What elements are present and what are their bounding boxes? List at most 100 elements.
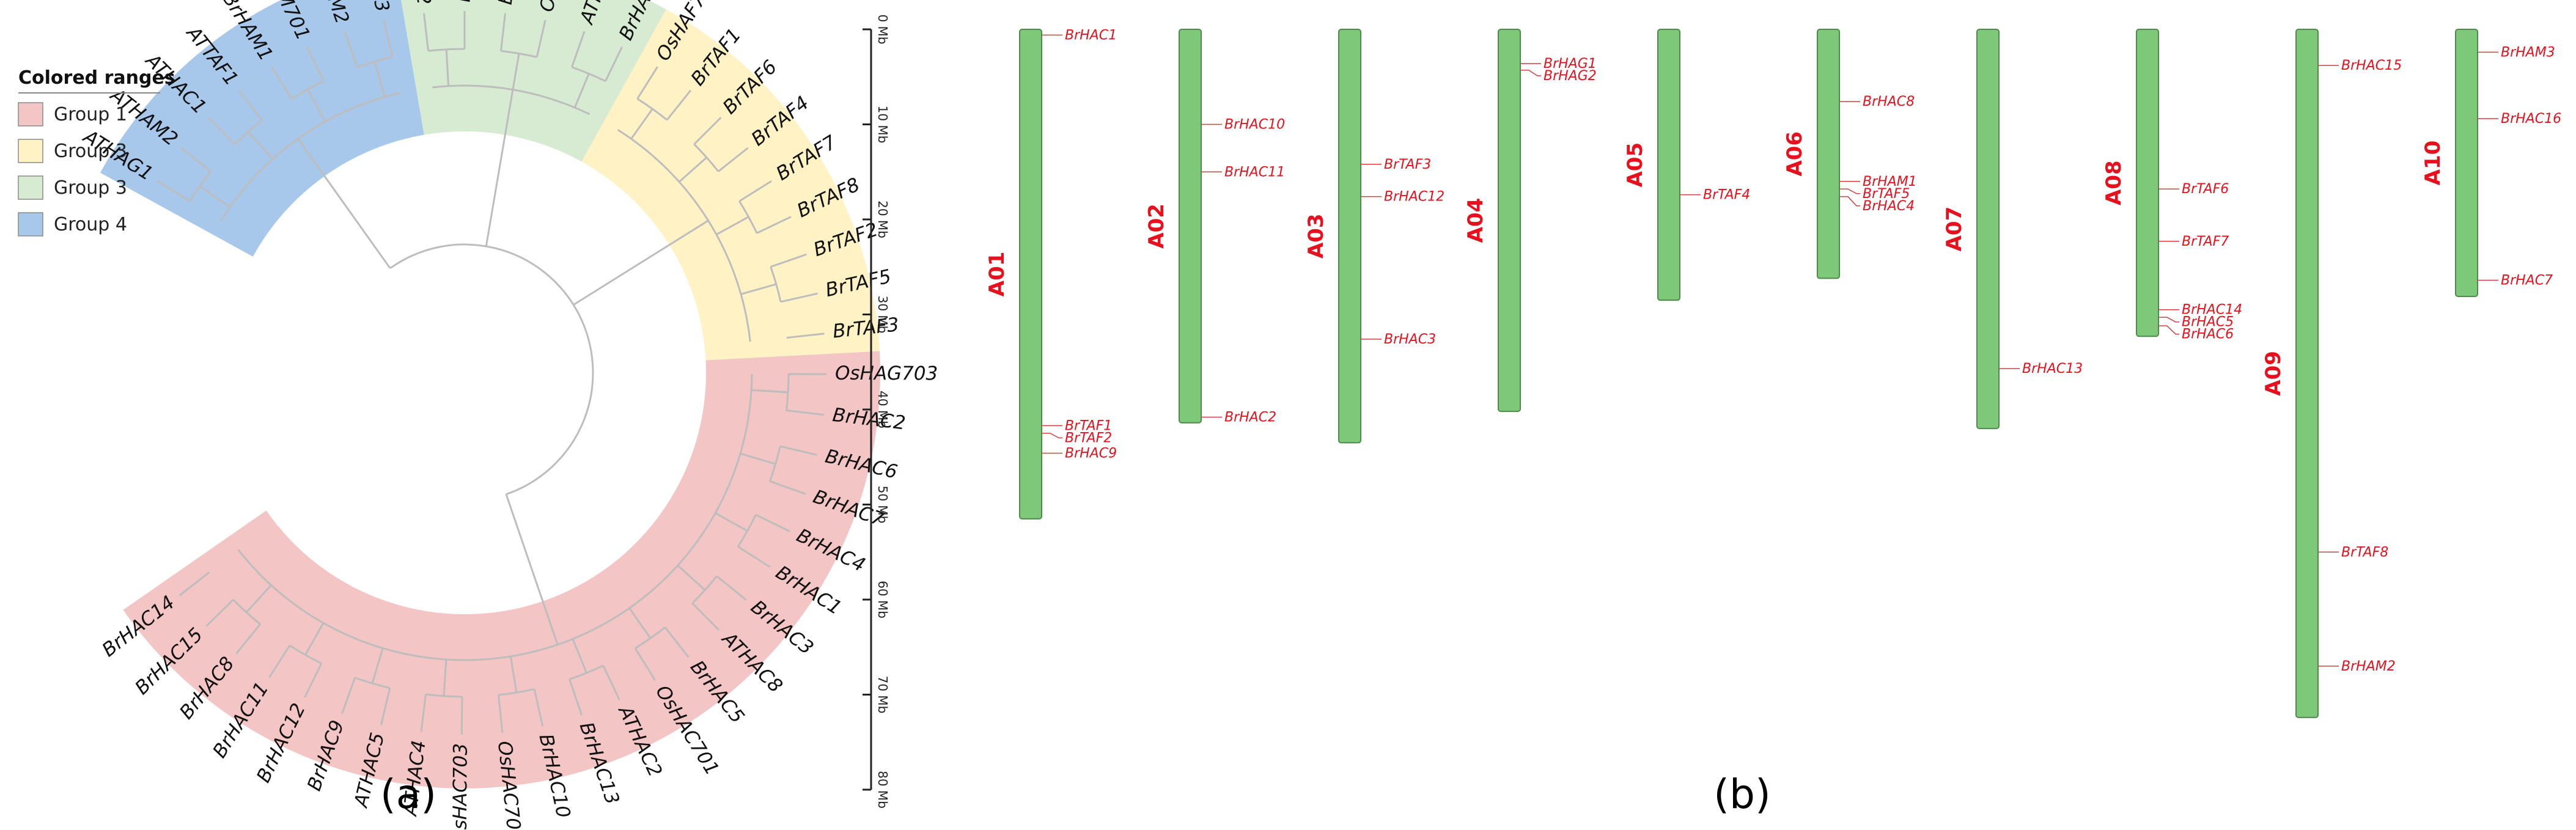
- gene-label: BrHAC15: [2341, 58, 2402, 73]
- branch-radial: [630, 108, 653, 139]
- branch-radial: [199, 185, 230, 208]
- legend-swatch: [18, 139, 43, 163]
- group-sector: [100, 0, 424, 257]
- chromosome-label: A01: [985, 252, 1009, 297]
- branch-radial: [499, 13, 506, 51]
- gene-label: BrHAC10: [1224, 117, 1285, 133]
- branch-radial: [779, 445, 817, 456]
- panel-b-caption: (b): [1713, 771, 1770, 818]
- gene-label: BrHAC4: [1863, 199, 1915, 214]
- branch-radial: [512, 53, 520, 90]
- branch-radial: [602, 665, 620, 700]
- branch-radial: [677, 565, 706, 591]
- branch-radial: [716, 216, 749, 236]
- legend-label: Group 4: [54, 214, 127, 235]
- chromosome-bar: [1338, 29, 1361, 444]
- chromosome-a09: A09 BrHAC15 BrTAF8 BrHAM2: [2261, 29, 2402, 718]
- branch-radial: [628, 608, 652, 639]
- branch-radial: [207, 117, 236, 145]
- legend-label: Group 1: [54, 104, 127, 125]
- branch-radial: [664, 626, 690, 658]
- ruler-tick-label: 10 Mb: [875, 106, 890, 144]
- branch-radial: [572, 638, 587, 674]
- gene-label: BrHAC1: [1065, 28, 1117, 43]
- branch-radial: [157, 180, 191, 202]
- branch-radial: [679, 156, 707, 183]
- gene-label: BrTAF4: [1703, 188, 1750, 203]
- chromosome-bar: [1019, 29, 1042, 520]
- branch-radial: [740, 452, 776, 465]
- branch-radial: [636, 66, 658, 100]
- branch-radial: [485, 89, 514, 247]
- gene-label: BrTAF3: [1384, 157, 1431, 172]
- gene-label: BrTAF2: [1065, 430, 1112, 446]
- gene-label: BrHAC9: [1065, 446, 1117, 461]
- panel-a-caption: (a): [380, 771, 436, 818]
- gene-label: BrHAC5: [2182, 315, 2234, 330]
- gene-label: BrTAF5: [1863, 186, 1910, 202]
- branch-radial: [245, 584, 272, 613]
- chromosome-a03: A03 BrTAF3 BrHAC12 BrHAC3: [1304, 29, 1444, 444]
- gene-label: BrHAC16: [2501, 111, 2561, 127]
- leaf-label: BrHAG1: [495, 0, 524, 6]
- gene-label: BrHAC14: [2182, 303, 2242, 318]
- branch-radial: [423, 13, 430, 51]
- gene-label: BrHAM1: [1863, 174, 1917, 189]
- ruler-tick-label: 20 Mb: [875, 200, 890, 238]
- branch-arc: [357, 56, 393, 68]
- branch-radial: [304, 663, 323, 698]
- branch-radial: [571, 31, 586, 68]
- branch-radial: [371, 648, 384, 684]
- branch-radial: [374, 61, 386, 97]
- legend-swatch: [18, 175, 43, 200]
- branch-radial: [178, 571, 210, 597]
- legend-items: Group 1 Group 3 Group 3 Group 4: [18, 102, 127, 237]
- gene-label: BrHAC3: [1384, 332, 1436, 347]
- leaf-label: BrHAG2: [453, 0, 475, 2]
- branch-arc: [289, 644, 322, 664]
- branch-arc: [234, 119, 263, 145]
- branch-radial: [573, 219, 709, 306]
- branch-radial: [693, 117, 722, 145]
- chromosome-label: A02: [1144, 204, 1169, 249]
- branch-radial: [304, 622, 325, 656]
- chromosome-map-panel: 0 Mb 10 Mb 20 Mb 30 Mb 40 Mb 50 Mb 60 Mb 70 Mb 8…: [863, 14, 2561, 818]
- group-sector: [581, 9, 880, 361]
- gene-marker-line: [1042, 433, 1062, 439]
- branch-radial: [344, 31, 358, 68]
- ruler-tick-label: 60 Mb: [875, 581, 890, 619]
- branch-radial: [306, 46, 325, 82]
- legend-swatch: [18, 212, 43, 237]
- branch-arc: [389, 243, 594, 496]
- chromosome-bar: [1179, 29, 1202, 424]
- branch-radial: [533, 689, 544, 727]
- legend-label: Group 3: [54, 177, 127, 199]
- chromosome-label: A09: [2261, 351, 2286, 396]
- gene-label: BrHAC13: [2022, 361, 2083, 376]
- branch-radial: [780, 292, 818, 303]
- gene-label: BrHAM3: [2501, 45, 2555, 60]
- branch-radial: [751, 389, 789, 394]
- legend-label: Group 3: [54, 141, 127, 162]
- leaf-label: OsHAC703: [449, 743, 472, 830]
- branch-radial: [180, 147, 212, 172]
- branch-radial: [268, 645, 291, 678]
- chromosome-label: A05: [1623, 142, 1647, 188]
- branch-radial: [306, 89, 326, 122]
- chromosome-bar: [1817, 29, 1840, 279]
- branch-arc: [635, 626, 666, 649]
- chromosome-a07: A07 BrHAC13: [1942, 29, 2083, 430]
- scale-ruler: 0 Mb 10 Mb 20 Mb 30 Mb 40 Mb 50 Mb 60 Mb 70 Mb 8…: [863, 14, 890, 809]
- branch-radial: [420, 694, 427, 732]
- chromosome-bar: [2136, 29, 2159, 337]
- legend-swatch: [18, 102, 43, 127]
- branch-radial: [666, 89, 692, 121]
- branch-arc: [232, 599, 261, 625]
- gene-label: BrTAF8: [2341, 545, 2388, 560]
- group-sector: [123, 351, 881, 789]
- chromosome-label: A10: [2421, 141, 2445, 186]
